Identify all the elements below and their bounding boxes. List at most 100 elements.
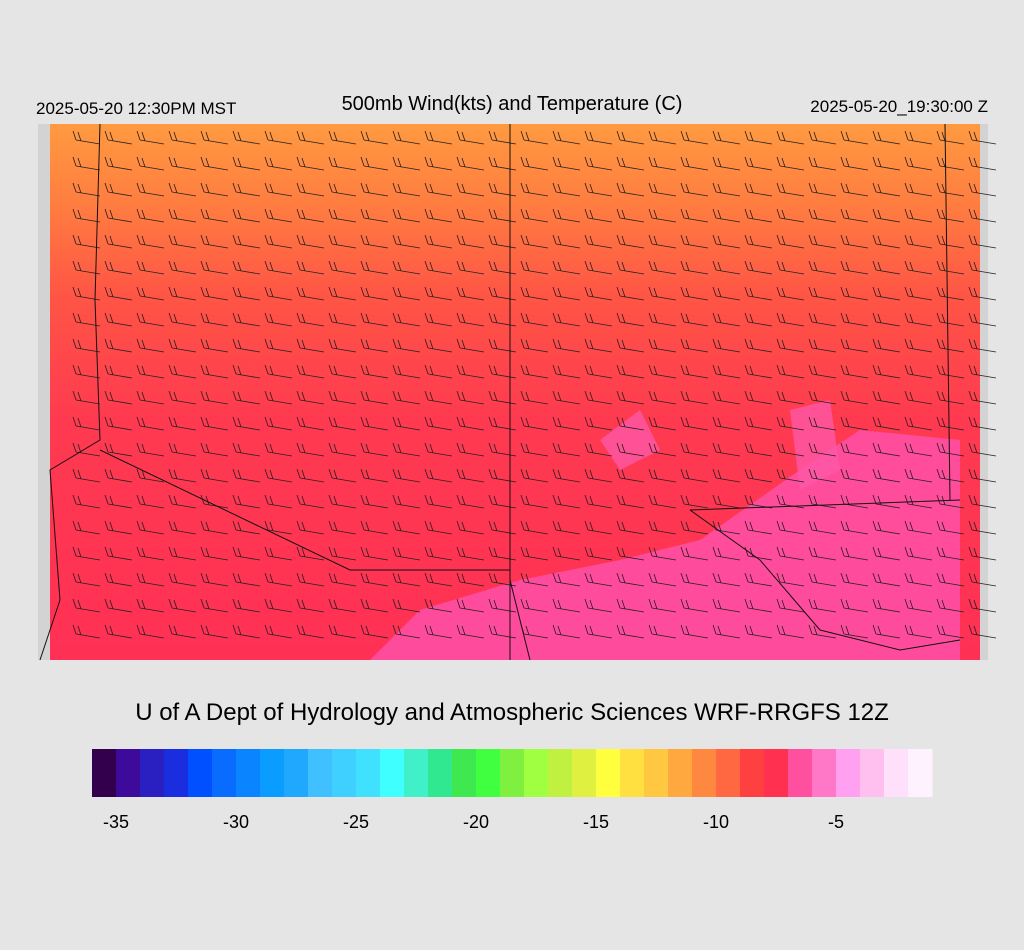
- barb: [360, 520, 389, 535]
- barb: [648, 156, 677, 171]
- barb: [744, 234, 773, 249]
- barb: [104, 364, 133, 379]
- barb: [808, 390, 837, 405]
- barb: [520, 312, 549, 327]
- colorbar-tick-label: -5: [828, 812, 844, 832]
- barb: [552, 234, 581, 249]
- barb: [776, 338, 805, 353]
- barb: [456, 546, 485, 561]
- barb: [296, 312, 325, 327]
- colorbar-swatch: [452, 749, 477, 797]
- barb: [904, 520, 933, 535]
- barb: [488, 156, 517, 171]
- barb: [712, 572, 741, 587]
- wind-barbs: [72, 130, 997, 639]
- barb: [488, 468, 517, 483]
- barb: [616, 286, 645, 301]
- barb: [584, 312, 613, 327]
- barb: [904, 624, 933, 639]
- barb: [680, 572, 709, 587]
- barb: [200, 260, 229, 275]
- barb: [936, 598, 965, 613]
- barb: [872, 494, 901, 509]
- barb: [936, 156, 965, 171]
- barb: [104, 546, 133, 561]
- barb: [680, 494, 709, 509]
- barb: [520, 442, 549, 457]
- barb: [776, 234, 805, 249]
- colorbar-swatch: [236, 749, 261, 797]
- barb: [424, 182, 453, 197]
- barb: [200, 416, 229, 431]
- barb: [264, 364, 293, 379]
- barb: [264, 130, 293, 145]
- barb: [680, 130, 709, 145]
- barb: [744, 338, 773, 353]
- barb: [872, 624, 901, 639]
- barb: [168, 416, 197, 431]
- barb: [744, 312, 773, 327]
- barb: [424, 338, 453, 353]
- colorbar-swatch: [716, 749, 741, 797]
- barb: [392, 468, 421, 483]
- barb: [360, 468, 389, 483]
- barb: [744, 468, 773, 483]
- barb: [456, 442, 485, 457]
- barb: [904, 234, 933, 249]
- barb: [520, 390, 549, 405]
- barb: [264, 312, 293, 327]
- barb: [872, 598, 901, 613]
- barb: [744, 182, 773, 197]
- barb: [296, 338, 325, 353]
- barb: [296, 182, 325, 197]
- barb: [296, 130, 325, 145]
- barb: [968, 494, 997, 509]
- barb: [456, 416, 485, 431]
- barb: [296, 546, 325, 561]
- barb: [936, 182, 965, 197]
- barb: [456, 130, 485, 145]
- barb: [840, 364, 869, 379]
- colorbar-swatch: [140, 749, 165, 797]
- barb: [456, 598, 485, 613]
- barb: [680, 520, 709, 535]
- barb: [296, 390, 325, 405]
- barb: [520, 182, 549, 197]
- barb: [584, 260, 613, 275]
- barb: [744, 130, 773, 145]
- barb: [552, 312, 581, 327]
- barb: [712, 442, 741, 457]
- barb: [616, 598, 645, 613]
- barb: [168, 520, 197, 535]
- barb: [168, 234, 197, 249]
- colorbar-tick-label: -30: [223, 812, 249, 832]
- barb: [488, 364, 517, 379]
- barb: [168, 546, 197, 561]
- barb: [456, 364, 485, 379]
- barb: [680, 416, 709, 431]
- barb: [776, 364, 805, 379]
- barb: [840, 494, 869, 509]
- barb: [296, 624, 325, 639]
- barb: [72, 624, 101, 639]
- barb: [680, 390, 709, 405]
- barb: [616, 468, 645, 483]
- barb: [264, 546, 293, 561]
- barb: [136, 156, 165, 171]
- barb: [680, 442, 709, 457]
- barb: [72, 546, 101, 561]
- barb: [840, 312, 869, 327]
- barb: [264, 286, 293, 301]
- barb: [424, 260, 453, 275]
- barb: [840, 208, 869, 223]
- barb: [776, 416, 805, 431]
- barb: [392, 130, 421, 145]
- barb: [360, 624, 389, 639]
- local-time: 2025-05-20 12:30PM MST: [36, 99, 236, 118]
- barb: [136, 182, 165, 197]
- barb: [424, 546, 453, 561]
- barb: [424, 624, 453, 639]
- barb: [936, 546, 965, 561]
- barb: [456, 520, 485, 535]
- barb: [360, 208, 389, 223]
